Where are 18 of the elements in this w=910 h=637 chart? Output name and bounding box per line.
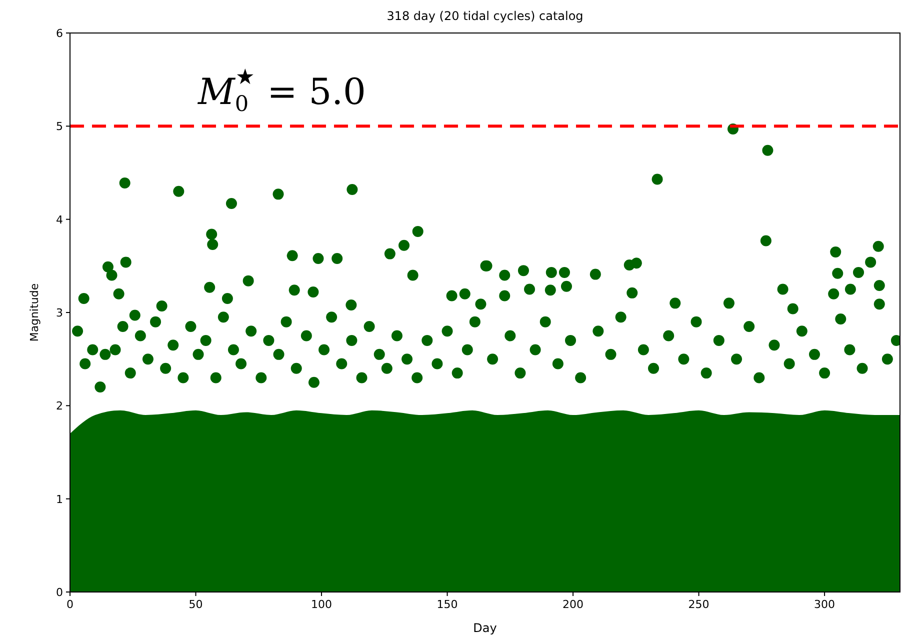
y-axis-title: Magnitude [28,283,41,342]
x-tick-label: 0 [66,598,74,611]
x-tick-label: 200 [562,598,584,611]
x-tick-label: 100 [311,598,332,611]
x-tick-label: 300 [814,598,836,611]
x-tick-label: 250 [688,598,710,611]
x-axis-title: Day [473,621,497,635]
x-tick-label: 150 [436,598,458,611]
y-tick-label: 2 [56,400,63,413]
ref-line-label: M$_{0}$$^{★}$ = 5.0 [197,65,366,117]
y-tick-label: 1 [56,492,63,506]
chart-title: 318 day (20 tidal cycles) catalog [386,9,584,23]
y-tick-label: 6 [56,27,63,40]
y-tick-label: 3 [56,306,63,320]
y-tick-label: 4 [56,213,63,226]
y-tick-label: 0 [56,586,63,599]
y-tick-label: 5 [56,120,63,134]
x-tick-label: 50 [188,598,203,611]
